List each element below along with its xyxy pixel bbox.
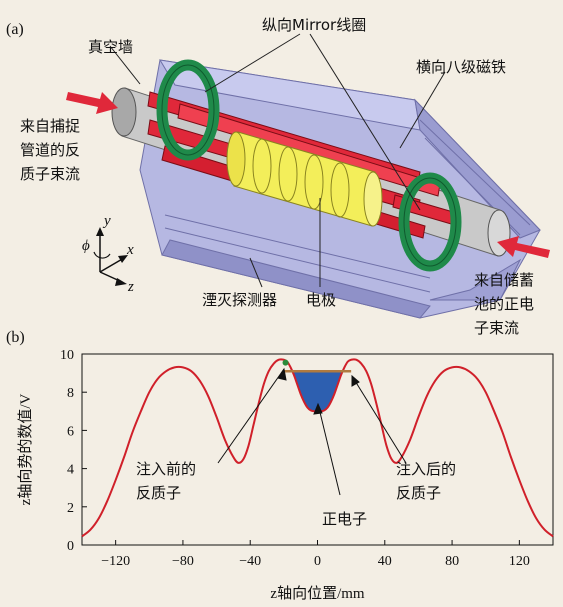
y-tick-label: 2 — [67, 501, 74, 516]
electrode-stack-illustration — [226, 131, 383, 227]
octupole-magnet-label: 横向八级磁铁 — [416, 58, 506, 76]
mirror-coil-illustration — [156, 59, 462, 272]
y-tick-label: 0 — [67, 539, 74, 554]
y-tick-label: 10 — [60, 348, 74, 363]
y-tick-label: 4 — [67, 463, 74, 478]
axis-z-label: z — [127, 279, 134, 295]
axis-x-label: x — [126, 242, 134, 258]
x-tick-label: −120 — [101, 554, 130, 569]
x-tick-label: 120 — [509, 554, 530, 569]
y-tick-label: 8 — [67, 386, 74, 401]
y-tick-label: 6 — [67, 424, 74, 439]
axis-phi-label: ϕ — [82, 238, 90, 254]
x-axis-label: z轴向位置/mm — [270, 585, 364, 602]
x-tick-label: −80 — [172, 554, 194, 569]
antiproton-source-label-line-3: 质子束流 — [20, 165, 80, 183]
panel-a-label: (a) — [6, 21, 24, 38]
pbar-before-label-line-1: 注入前的 — [136, 460, 196, 478]
mirror-coil-label: 纵向Mirror线圈 — [262, 16, 366, 34]
coordinate-axes: y ϕ x z — [82, 213, 134, 295]
positron-source-label-line-3: 子束流 — [474, 319, 519, 337]
axis-ticks: −120 −80 −40 0 40 80 120 0 2 4 6 8 10 — [60, 348, 530, 569]
pbar-before-label-line-2: 反质子 — [136, 484, 181, 502]
x-tick-label: 80 — [445, 554, 459, 569]
positron-beam-arrow — [497, 236, 550, 258]
panel-a: (a) — [6, 16, 550, 337]
electrode-label: 电极 — [306, 291, 336, 309]
x-tick-label: −40 — [239, 554, 261, 569]
beam-arrows — [66, 92, 550, 258]
axis-y-label: y — [102, 213, 111, 229]
antiproton-source-label-line-1: 来自捕捉 — [20, 117, 80, 135]
antiproton-before-marker — [282, 359, 289, 366]
pbar-after-label-line-1: 注入后的 — [396, 460, 456, 478]
positron-source-label-line-1: 来自储蓄 — [474, 271, 534, 289]
annihilation-detector-label: 湮灭探测器 — [202, 291, 277, 309]
y-axis-label: z轴向势的数值/V — [17, 394, 34, 506]
positron-label: 正电子 — [322, 510, 367, 528]
chart-annotation-leaders — [217, 367, 407, 496]
panel-b: (b) −120 −80 −40 0 40 80 120 0 2 4 6 8 10 注入前的 反质子 注… — [6, 329, 554, 602]
panel-b-label: (b) — [6, 329, 25, 346]
positron-source-label-line-2: 池的正电 — [474, 295, 534, 313]
x-tick-label: 0 — [314, 554, 321, 569]
label-leaders — [109, 33, 446, 288]
x-tick-label: 40 — [378, 554, 392, 569]
antiproton-source-label-line-2: 管道的反 — [20, 141, 80, 159]
pbar-after-label-line-2: 反质子 — [396, 484, 441, 502]
vacuum-wall-label: 真空墙 — [88, 38, 133, 56]
antiproton-beam-arrow — [66, 92, 118, 114]
